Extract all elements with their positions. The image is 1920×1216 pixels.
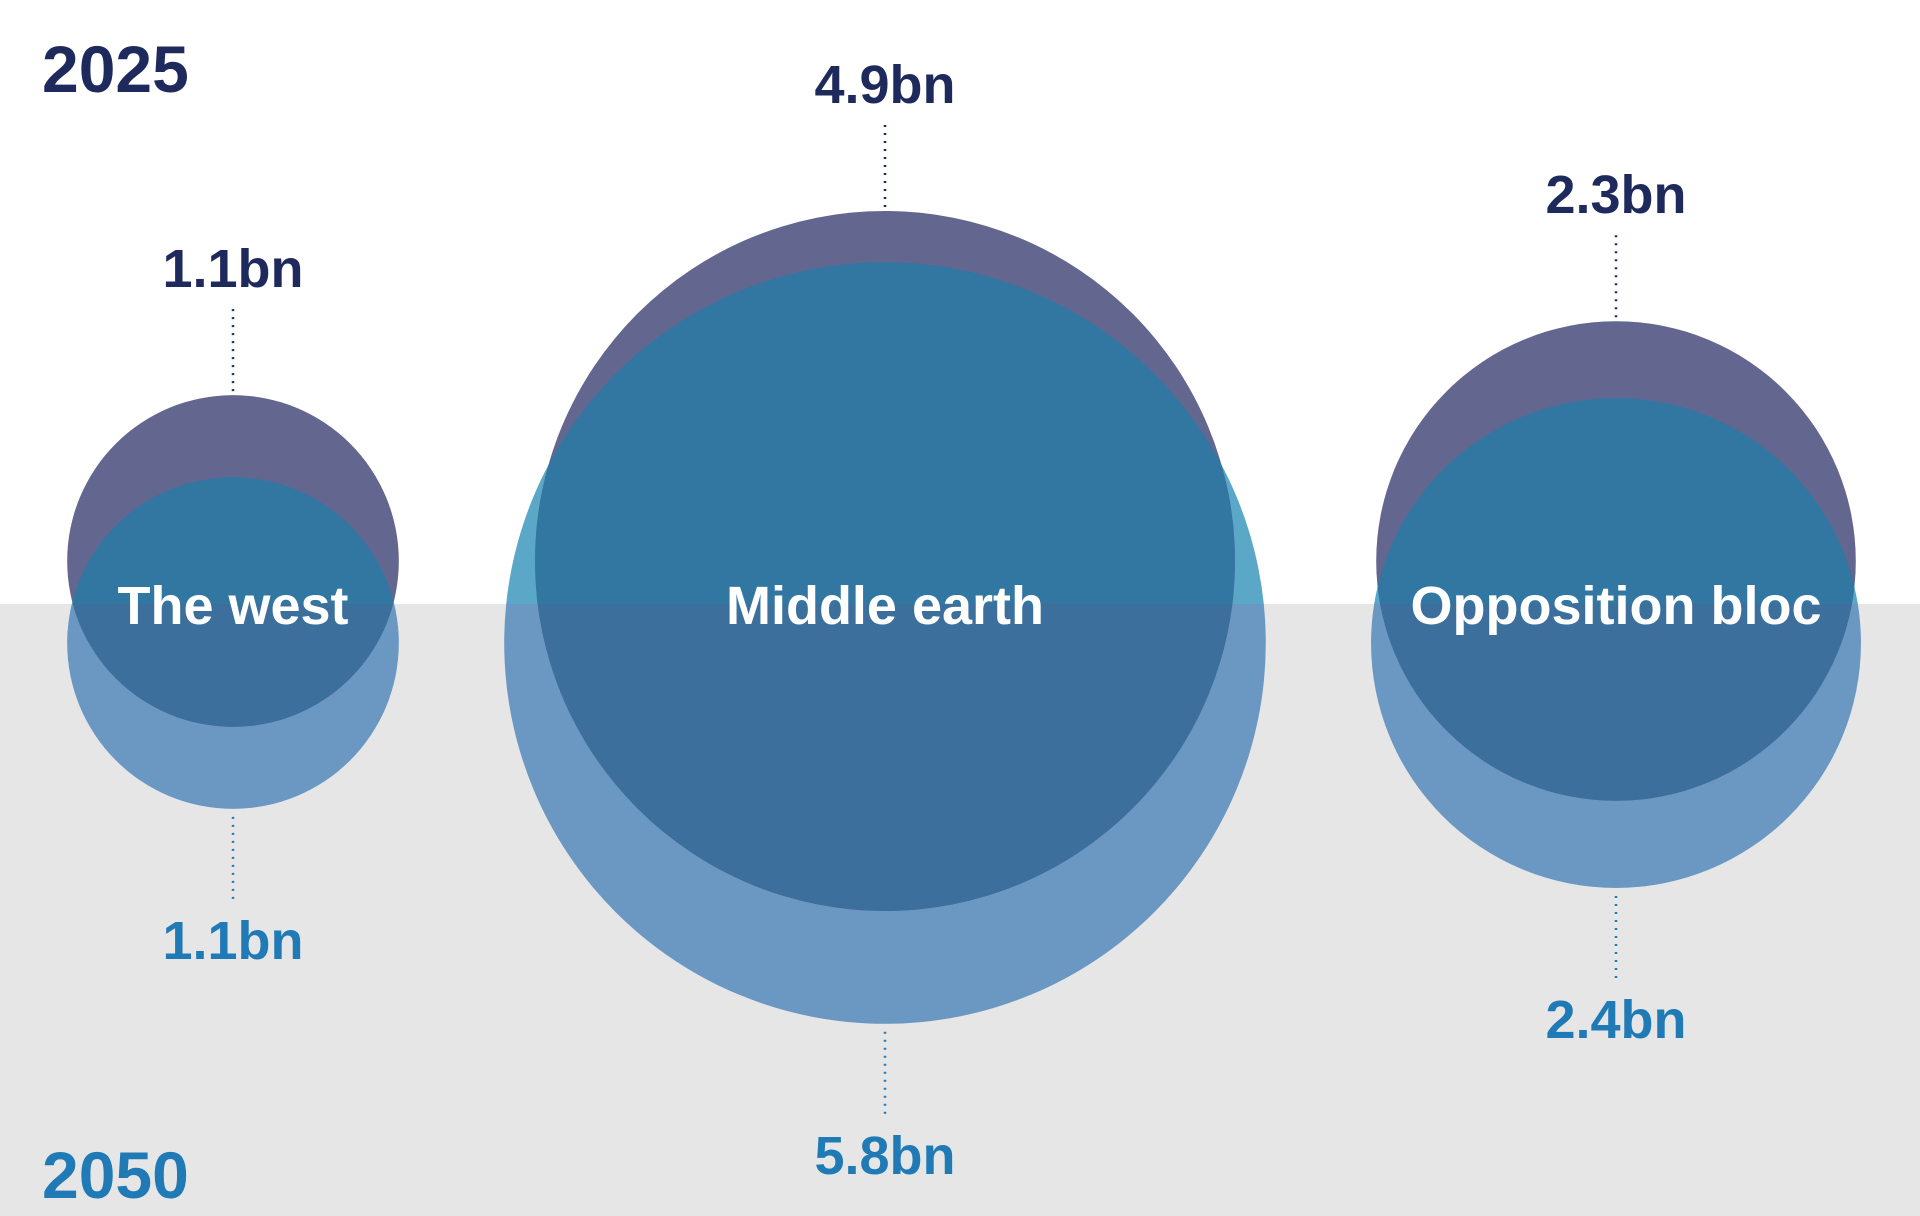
bubble-overlap — [67, 477, 399, 604]
year-label-2050: 2050 — [42, 1138, 189, 1212]
bubble-overlap — [1376, 398, 1856, 604]
category-label: The west — [117, 576, 348, 636]
category-label: Middle earth — [726, 576, 1044, 636]
bubble-group-the-west — [67, 395, 399, 809]
year-label-2025: 2025 — [42, 32, 189, 106]
bubble-overlap — [1376, 604, 1856, 801]
bubble-overlap — [535, 262, 1235, 604]
value-label-2050: 5.8bn — [814, 1126, 955, 1186]
value-label-2025: 4.9bn — [814, 55, 955, 115]
value-label-2025: 2.3bn — [1545, 165, 1686, 225]
category-label: Opposition bloc — [1411, 576, 1822, 636]
bubble-group-opposition-bloc — [1371, 321, 1861, 888]
value-label-2025: 1.1bn — [162, 239, 303, 299]
value-label-2050: 1.1bn — [162, 911, 303, 971]
value-label-2050: 2.4bn — [1545, 990, 1686, 1050]
bubble-overlap — [535, 604, 1235, 911]
bubble-group-middle-earth — [504, 211, 1266, 1024]
